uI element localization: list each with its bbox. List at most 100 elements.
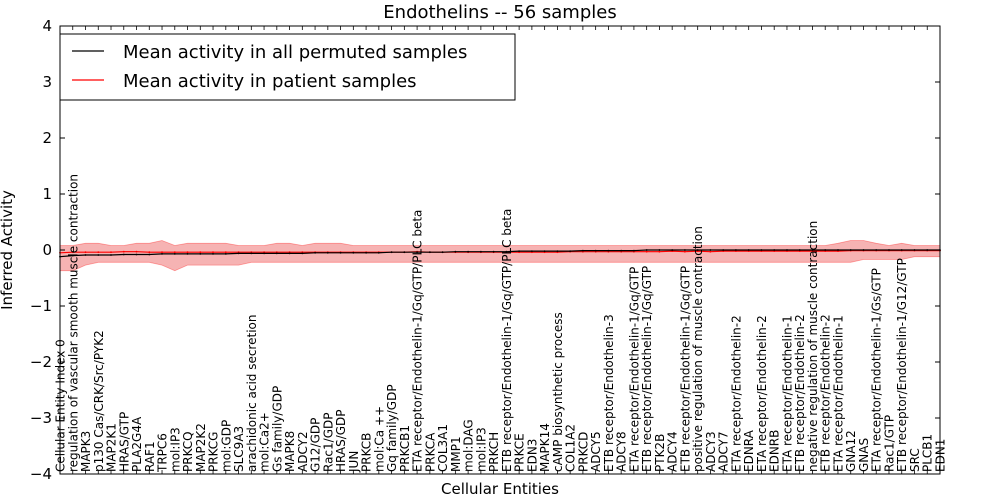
x-tick-label-63: GNAS [857,438,871,472]
point-permuted-44 [620,249,623,252]
x-tick-label-40: COL1A2 [564,424,578,472]
y-tick-label-4: 0 [42,241,52,259]
point-permuted-19 [301,252,304,255]
point-permuted-3 [97,254,100,256]
y-tick-label-6: 2 [42,129,52,147]
point-permuted-57 [786,249,788,251]
point-patient-9 [173,251,176,254]
point-permuted-12 [212,253,214,255]
x-tick-label-52: ADCY7 [717,431,731,472]
point-permuted-48 [671,249,674,251]
point-patient-6 [135,250,138,253]
legend-label-patient: Mean activity in patient samples [123,71,417,92]
x-tick-label-28: ETA receptor/Endothelin-1/Gq/GTP/PLC bet… [411,210,425,472]
point-permuted-56 [773,249,776,251]
point-patient-13 [224,251,227,254]
x-tick-label-23: JUN [347,451,361,473]
x-tick-label-49: ETB receptor/Endothelin-1/Gq/GTP [678,266,692,472]
x-tick-label-20: G12/GDP [309,418,323,472]
point-permuted-49 [684,249,686,251]
point-permuted-23 [352,251,355,254]
point-permuted-55 [760,249,763,251]
x-tick-label-50: positive regulation of muscle contractio… [691,226,705,472]
point-permuted-2 [84,254,87,256]
point-patient-46 [645,250,648,253]
x-tick-label-67: SRC [908,448,922,472]
x-tick-label-19: ADCY2 [296,431,310,472]
point-patient-5 [122,250,125,253]
point-patient-49 [684,250,686,253]
point-patient-11 [199,251,202,254]
x-tick-label-59: negative regulation of muscle contractio… [806,221,820,472]
x-tick-label-42: ADCY5 [589,431,603,472]
x-tick-label-57: ETA receptor/Endothelin-1 [781,315,795,472]
x-tick-label-33: mol:IP3 [474,427,488,472]
point-permuted-50 [696,249,699,251]
x-tick-label-4: MAP2K1 [105,423,119,472]
point-permuted-52 [722,249,725,251]
point-permuted-11 [199,253,202,255]
x-tick-label-1: regulation of vascular smooth muscle con… [66,174,80,472]
point-permuted-60 [824,249,827,251]
x-tick-label-38: MAPK14 [538,423,552,472]
y-tick-label-5: 1 [42,185,52,203]
x-tick-layer [59,26,941,474]
x-tick-label-37: EDN3 [525,439,539,472]
x-tick-label-35: ETB receptor/Endothelin-1/Gq/GTP/PLC bet… [500,209,514,472]
point-permuted-61 [837,249,839,251]
x-tick-label-36: PRKCE [513,433,527,472]
point-permuted-34 [492,250,495,253]
point-permuted-59 [811,249,814,251]
point-patient-8 [161,251,163,254]
x-tick-label-24: PRKCB [360,433,374,472]
point-permuted-30 [441,251,444,254]
x-tick-label-32: mol:DAG [462,419,476,472]
x-tick-label-51: ADCY3 [704,431,718,472]
point-permuted-1 [71,254,74,257]
x-tick-label-43: ETB receptor/Endothelin-3 [602,314,616,472]
point-permuted-35 [505,250,508,253]
x-tick-label-8: TRPC6 [156,433,170,473]
point-permuted-33 [480,250,482,253]
point-permuted-15 [250,252,253,255]
point-permuted-39 [556,250,559,253]
x-tick-label-9: mol:IP3 [168,427,182,472]
point-permuted-68 [926,249,929,251]
legend-label-permuted: Mean activity in all permuted samples [123,42,467,63]
point-permuted-47 [658,249,661,251]
point-permuted-58 [798,249,801,251]
x-tick-label-39: cAMP biosynthetic process [551,312,565,472]
x-tick-label-25: mol:Ca ++ [372,406,386,472]
x-tick-label-29: PRKCA [423,432,437,472]
y-tick-label-2: −2 [30,353,52,371]
x-tick-label-66: ETB receptor/Endothelin-1/G12/GTP [895,258,909,472]
x-tick-label-27: PRKCB1 [398,425,412,472]
x-tick-label-30: COL3A1 [436,424,450,472]
point-permuted-27 [403,251,406,254]
x-tick-label-41: PRKCD [576,432,590,472]
x-tick-label-12: PRKCG [207,432,221,472]
y-tick-layer: −4 −3 −2 −1 0 1 2 3 4 [30,17,940,483]
point-permuted-22 [339,251,342,254]
point-permuted-46 [645,249,648,251]
x-tick-label-47: PTK2B [653,434,667,472]
x-tick-label-65: Rac1/GTP [883,415,897,472]
point-patient-1 [71,251,74,254]
x-axis-label: Cellular Entities [441,480,559,498]
point-permuted-18 [288,252,291,255]
point-permuted-63 [862,249,865,251]
point-permuted-41 [582,249,584,252]
point-permuted-26 [390,251,393,254]
point-permuted-4 [110,254,112,256]
legend: Mean activity in all permuted samples Me… [59,33,516,101]
point-patient-2 [84,251,87,254]
point-patient-3 [97,251,100,254]
point-permuted-53 [735,249,737,251]
x-tick-label-61: ETA receptor/Endothelin-1 [832,315,846,472]
x-tick-label-11: MAP2K2 [194,423,208,472]
x-tick-label-56: EDNRB [768,430,782,472]
plot-frame [59,25,941,475]
x-tick-label-55: ETA receptor/Endothelin-2 [755,315,769,472]
point-permuted-66 [900,249,903,251]
